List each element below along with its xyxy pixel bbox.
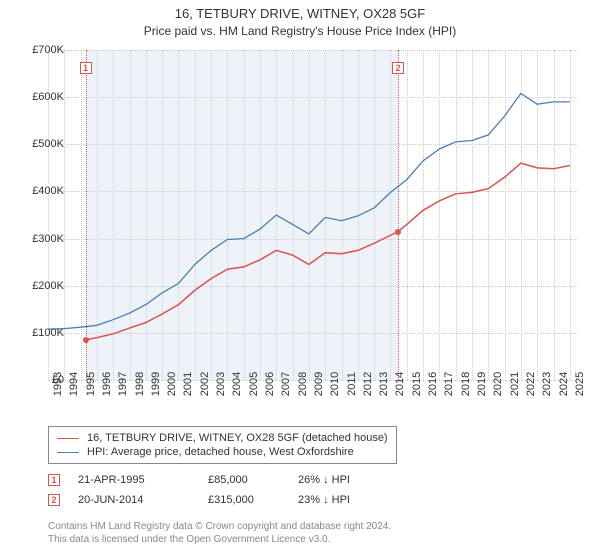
legend-label: HPI: Average price, detached house, West… [87, 446, 354, 458]
xtick-label: 2014 [394, 372, 406, 396]
xtick-label: 2021 [509, 372, 521, 396]
legend-row: HPI: Average price, detached house, West… [57, 445, 388, 459]
legend-label: 16, TETBURY DRIVE, WITNEY, OX28 5GF (det… [87, 432, 388, 444]
xtick-label: 1999 [150, 372, 162, 396]
series-lines [48, 50, 578, 380]
ytick-label: £100K [20, 327, 64, 339]
legend-row: 16, TETBURY DRIVE, WITNEY, OX28 5GF (det… [57, 431, 388, 445]
event-marker-box: 1 [80, 62, 92, 74]
xtick-label: 2025 [574, 372, 586, 396]
title-sub: Price paid vs. HM Land Registry's House … [0, 24, 600, 38]
xtick-label: 1997 [117, 372, 129, 396]
xtick-label: 1996 [101, 372, 113, 396]
xtick-label: 1994 [68, 372, 80, 396]
xtick-label: 2007 [280, 372, 292, 396]
xtick-label: 2023 [541, 372, 553, 396]
xtick-label: 2004 [231, 372, 243, 396]
legend: 16, TETBURY DRIVE, WITNEY, OX28 5GF (det… [48, 426, 397, 464]
trade-price: £315,000 [208, 494, 298, 506]
xtick-label: 2013 [378, 372, 390, 396]
ytick-label: £400K [20, 185, 64, 197]
xtick-label: 2024 [558, 372, 570, 396]
xtick-label: 2019 [476, 372, 488, 396]
footnote-line1: Contains HM Land Registry data © Crown c… [48, 520, 391, 533]
ytick-label: £300K [20, 233, 64, 245]
trade-date: 20-JUN-2014 [78, 494, 208, 506]
trade-marker-box: 1 [48, 474, 60, 486]
xtick-label: 2003 [215, 372, 227, 396]
xtick-label: 1998 [134, 372, 146, 396]
footnote: Contains HM Land Registry data © Crown c… [48, 520, 391, 546]
trade-price: £85,000 [208, 474, 298, 486]
xtick-label: 2015 [411, 372, 423, 396]
series-hpi [48, 93, 570, 329]
title-block: 16, TETBURY DRIVE, WITNEY, OX28 5GF Pric… [0, 0, 600, 38]
trade-table: 1 21-APR-1995£85,00026% ↓ HPI 2 20-JUN-2014… [48, 470, 388, 510]
plot-area: 12 [48, 50, 578, 380]
xtick-label: 2016 [427, 372, 439, 396]
sale-point-marker [395, 229, 401, 235]
title-main: 16, TETBURY DRIVE, WITNEY, OX28 5GF [0, 6, 600, 21]
trade-row: 2 20-JUN-2014£315,00023% ↓ HPI [48, 490, 388, 510]
xtick-label: 2005 [248, 372, 260, 396]
xtick-label: 2006 [264, 372, 276, 396]
xtick-label: 2009 [313, 372, 325, 396]
xtick-label: 2022 [525, 372, 537, 396]
sale-point-marker [83, 337, 89, 343]
footnote-line2: This data is licensed under the Open Gov… [48, 533, 391, 546]
trade-row: 1 21-APR-1995£85,00026% ↓ HPI [48, 470, 388, 490]
trade-comparison: 26% ↓ HPI [298, 474, 388, 486]
xtick-label: 2001 [182, 372, 194, 396]
trade-marker-box: 2 [48, 494, 60, 506]
trade-date: 21-APR-1995 [78, 474, 208, 486]
xtick-label: 2020 [492, 372, 504, 396]
legend-swatch [57, 452, 79, 453]
xtick-label: 2000 [166, 372, 178, 396]
xtick-label: 2010 [329, 372, 341, 396]
ytick-label: £500K [20, 138, 64, 150]
ytick-label: £200K [20, 280, 64, 292]
xtick-label: 2017 [443, 372, 455, 396]
xtick-label: 1993 [52, 372, 64, 396]
event-marker-box: 2 [392, 62, 404, 74]
xtick-label: 2011 [346, 372, 358, 396]
ytick-label: £600K [20, 91, 64, 103]
xtick-label: 2018 [460, 372, 472, 396]
xtick-label: 2008 [297, 372, 309, 396]
ytick-label: £700K [20, 44, 64, 56]
xtick-label: 2002 [199, 372, 211, 396]
xtick-label: 2012 [362, 372, 374, 396]
series-price_paid [86, 163, 570, 340]
xtick-label: 1995 [85, 372, 97, 396]
legend-swatch [57, 438, 79, 439]
trade-comparison: 23% ↓ HPI [298, 494, 388, 506]
chart-container: 16, TETBURY DRIVE, WITNEY, OX28 5GF Pric… [0, 0, 600, 560]
